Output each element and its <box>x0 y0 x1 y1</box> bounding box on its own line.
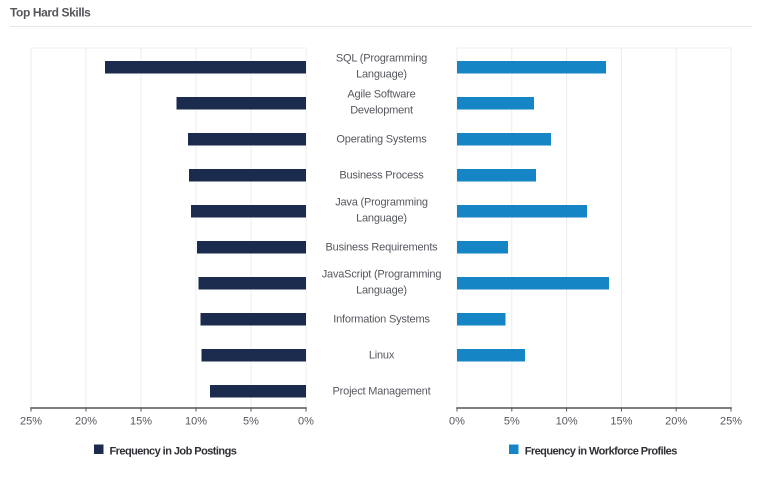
svg-text:15%: 15% <box>610 416 632 428</box>
svg-text:Frequency in Job Postings: Frequency in Job Postings <box>110 446 237 458</box>
svg-text:Business Process: Business Process <box>339 170 424 182</box>
svg-text:0%: 0% <box>298 416 314 428</box>
svg-text:25%: 25% <box>20 416 42 428</box>
svg-text:5%: 5% <box>243 416 259 428</box>
svg-text:Top Hard Skills: Top Hard Skills <box>10 6 91 20</box>
svg-text:Language): Language) <box>356 212 407 224</box>
svg-text:Development: Development <box>350 104 413 116</box>
svg-text:Information Systems: Information Systems <box>333 314 430 326</box>
svg-text:0%: 0% <box>449 416 465 428</box>
svg-text:JavaScript (Programming: JavaScript (Programming <box>322 269 442 281</box>
svg-text:Operating Systems: Operating Systems <box>336 134 427 146</box>
svg-text:Linux: Linux <box>369 350 395 362</box>
svg-text:Project Management: Project Management <box>333 386 431 398</box>
svg-text:SQL (Programming: SQL (Programming <box>336 53 427 65</box>
svg-text:25%: 25% <box>720 416 742 428</box>
svg-text:5%: 5% <box>504 416 520 428</box>
svg-text:Agile Software: Agile Software <box>347 89 415 101</box>
svg-text:15%: 15% <box>130 416 152 428</box>
svg-text:20%: 20% <box>665 416 687 428</box>
svg-text:Language): Language) <box>356 68 407 80</box>
svg-text:Frequency in Workforce Profile: Frequency in Workforce Profiles <box>525 446 678 458</box>
svg-text:10%: 10% <box>556 416 578 428</box>
svg-text:Language): Language) <box>356 284 407 296</box>
svg-text:Java (Programming: Java (Programming <box>335 197 428 209</box>
svg-text:10%: 10% <box>185 416 207 428</box>
svg-text:20%: 20% <box>75 416 97 428</box>
svg-text:Business Requirements: Business Requirements <box>326 242 439 254</box>
